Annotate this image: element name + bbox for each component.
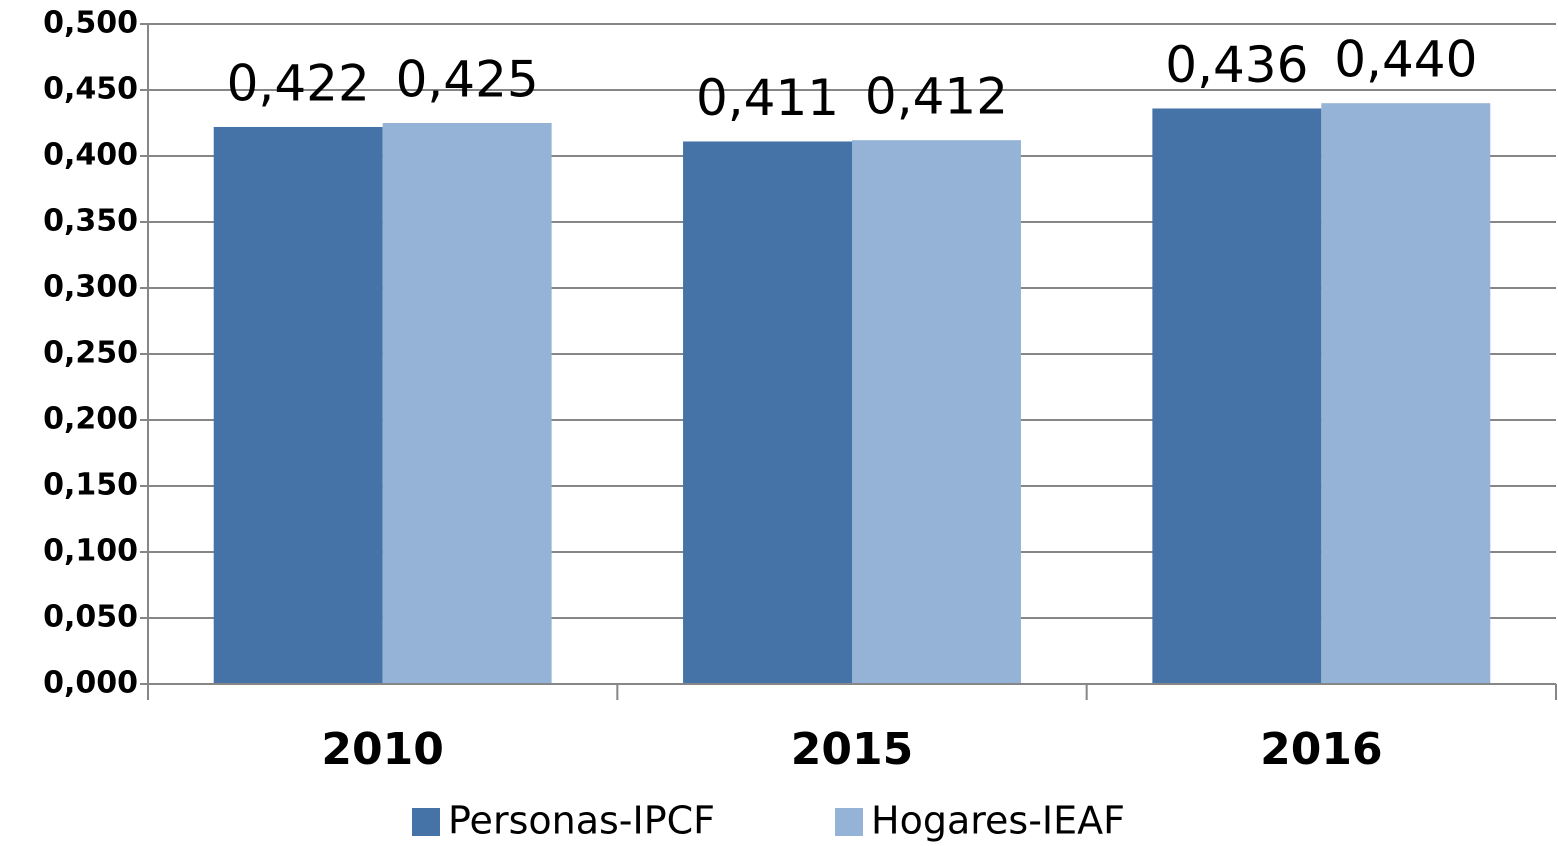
y-tick-label: 0,500: [43, 6, 138, 41]
bar: [1152, 108, 1322, 685]
value-label: 0,412: [865, 68, 1008, 126]
y-tick-label: 0,450: [43, 72, 138, 107]
y-tick-label: 0,200: [43, 402, 138, 437]
y-tick-label: 0,300: [43, 270, 138, 305]
bar: [1321, 103, 1491, 684]
x-tick-label: 2010: [321, 724, 443, 775]
value-label: 0,422: [227, 54, 370, 112]
value-label: 0,425: [396, 51, 539, 109]
x-tick-label: 2015: [791, 724, 913, 775]
legend-label: Hogares-IEAF: [871, 799, 1125, 843]
y-tick-label: 0,000: [43, 666, 138, 701]
legend-label: Personas-IPCF: [448, 799, 715, 843]
y-tick-label: 0,400: [43, 138, 138, 173]
y-tick-label: 0,050: [43, 600, 138, 635]
legend-swatch: [412, 808, 440, 836]
bar: [852, 140, 1021, 684]
y-tick-label: 0,250: [43, 336, 138, 371]
y-tick-label: 0,100: [43, 534, 138, 569]
bar: [213, 126, 383, 684]
bar: [382, 123, 552, 684]
y-tick-label: 0,350: [43, 204, 138, 239]
value-label: 0,440: [1334, 31, 1477, 89]
legend-swatch: [835, 808, 863, 836]
y-tick-label: 0,150: [43, 468, 138, 503]
value-label: 0,411: [696, 69, 839, 127]
value-label: 0,436: [1165, 36, 1308, 94]
bar: [683, 141, 852, 685]
x-tick-label: 2016: [1260, 724, 1382, 775]
